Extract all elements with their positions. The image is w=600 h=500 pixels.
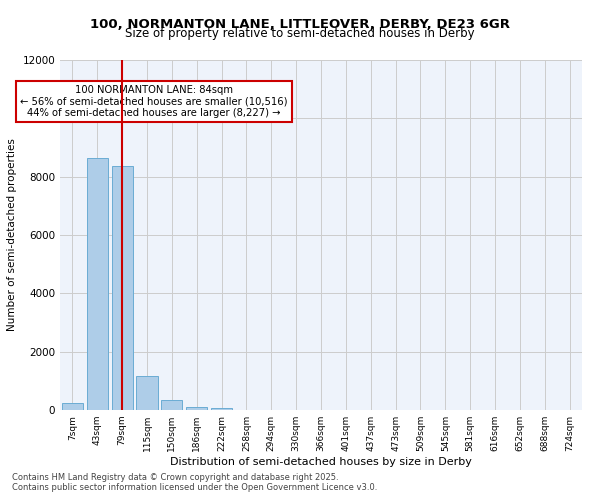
Bar [62,404,83,410]
Bar [186,406,207,410]
Bar [112,166,133,410]
Text: Size of property relative to semi-detached houses in Derby: Size of property relative to semi-detach… [125,28,475,40]
Text: 100 NORMANTON LANE: 84sqm
← 56% of semi-detached houses are smaller (10,516)
44%: 100 NORMANTON LANE: 84sqm ← 56% of semi-… [20,84,288,117]
Y-axis label: Number of semi-detached properties: Number of semi-detached properties [7,138,17,332]
Bar [161,400,182,410]
Bar [87,158,108,410]
X-axis label: Distribution of semi-detached houses by size in Derby: Distribution of semi-detached houses by … [170,457,472,467]
Bar [136,376,158,410]
Bar [211,408,232,410]
Text: Contains HM Land Registry data © Crown copyright and database right 2025.
Contai: Contains HM Land Registry data © Crown c… [12,473,377,492]
Text: 100, NORMANTON LANE, LITTLEOVER, DERBY, DE23 6GR: 100, NORMANTON LANE, LITTLEOVER, DERBY, … [90,18,510,30]
